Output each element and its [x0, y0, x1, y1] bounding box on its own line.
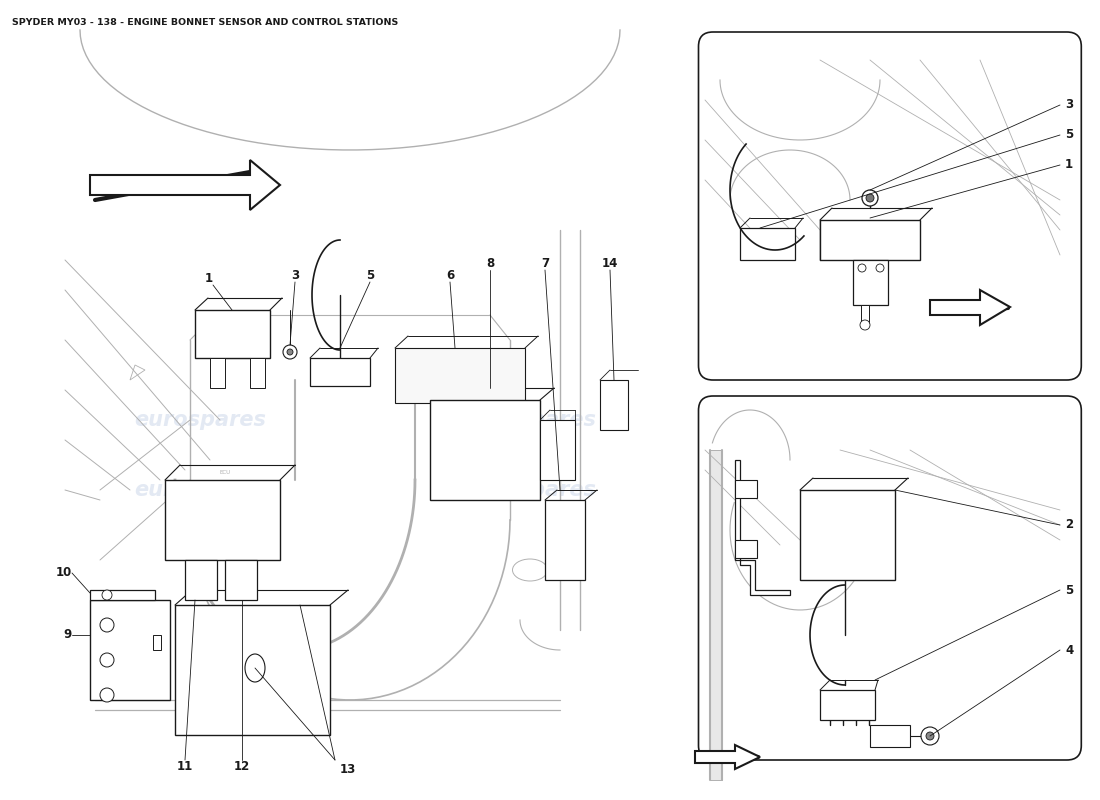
Text: 7: 7: [541, 257, 549, 270]
Bar: [710, 450, 722, 780]
Text: 11: 11: [177, 760, 194, 773]
Circle shape: [283, 345, 297, 359]
Bar: [250, 358, 265, 388]
Bar: [740, 228, 795, 260]
Ellipse shape: [513, 559, 548, 581]
Bar: [210, 358, 225, 388]
Text: 9: 9: [64, 629, 72, 642]
Polygon shape: [930, 290, 1010, 325]
Bar: [852, 260, 888, 305]
Circle shape: [876, 264, 884, 272]
Text: eurospares: eurospares: [755, 610, 886, 630]
Text: 2: 2: [1065, 518, 1074, 531]
Bar: [226, 560, 257, 600]
Bar: [820, 690, 874, 720]
FancyBboxPatch shape: [698, 396, 1081, 760]
Bar: [735, 540, 757, 558]
Text: eurospares: eurospares: [134, 480, 266, 500]
Bar: [820, 220, 920, 260]
Polygon shape: [735, 460, 790, 595]
Text: 10: 10: [56, 566, 72, 579]
Bar: [185, 560, 217, 600]
Polygon shape: [90, 160, 280, 210]
Bar: [165, 480, 280, 560]
Text: eurospares: eurospares: [755, 670, 886, 690]
Text: 6: 6: [446, 269, 454, 282]
Bar: [395, 348, 525, 403]
Text: 14: 14: [602, 257, 618, 270]
Text: eurospares: eurospares: [464, 410, 596, 430]
Circle shape: [860, 320, 870, 330]
Text: 3: 3: [1065, 98, 1074, 111]
Text: eurospares: eurospares: [755, 650, 886, 670]
Text: 5: 5: [1065, 583, 1074, 597]
Circle shape: [102, 590, 112, 600]
Circle shape: [866, 194, 874, 202]
Bar: [870, 725, 910, 747]
Text: 4: 4: [1065, 643, 1074, 657]
Bar: [800, 490, 895, 580]
Circle shape: [921, 727, 939, 745]
Bar: [430, 400, 540, 500]
Bar: [710, 450, 722, 780]
Circle shape: [858, 264, 866, 272]
Bar: [90, 600, 170, 700]
Bar: [540, 420, 575, 480]
Ellipse shape: [245, 654, 265, 682]
Text: eurospares: eurospares: [755, 560, 886, 580]
Bar: [153, 635, 161, 650]
Text: eurospares: eurospares: [134, 410, 266, 430]
Text: 5: 5: [366, 269, 374, 282]
Bar: [175, 605, 330, 735]
Bar: [861, 305, 869, 325]
Text: SPYDER MY03 - 138 - ENGINE BONNET SENSOR AND CONTROL STATIONS: SPYDER MY03 - 138 - ENGINE BONNET SENSOR…: [12, 18, 398, 27]
Bar: [600, 380, 628, 430]
Text: ECU: ECU: [219, 470, 231, 474]
Circle shape: [100, 653, 114, 667]
Text: 1: 1: [1065, 158, 1074, 171]
Text: 13: 13: [340, 763, 356, 776]
Circle shape: [100, 688, 114, 702]
FancyBboxPatch shape: [698, 32, 1081, 380]
Circle shape: [862, 190, 878, 206]
Text: 5: 5: [1065, 129, 1074, 142]
Polygon shape: [130, 365, 145, 380]
Circle shape: [100, 618, 114, 632]
Polygon shape: [90, 590, 155, 600]
Text: eurospares: eurospares: [464, 480, 596, 500]
Circle shape: [287, 349, 293, 355]
Bar: [195, 310, 270, 358]
Text: 8: 8: [486, 257, 494, 270]
Polygon shape: [695, 745, 760, 769]
Circle shape: [926, 732, 934, 740]
Text: 1: 1: [205, 272, 213, 285]
Text: 3: 3: [290, 269, 299, 282]
Text: 12: 12: [234, 760, 250, 773]
Bar: [544, 500, 585, 580]
Bar: [310, 358, 370, 386]
Bar: [735, 480, 757, 498]
Text: eurospares: eurospares: [755, 700, 886, 720]
